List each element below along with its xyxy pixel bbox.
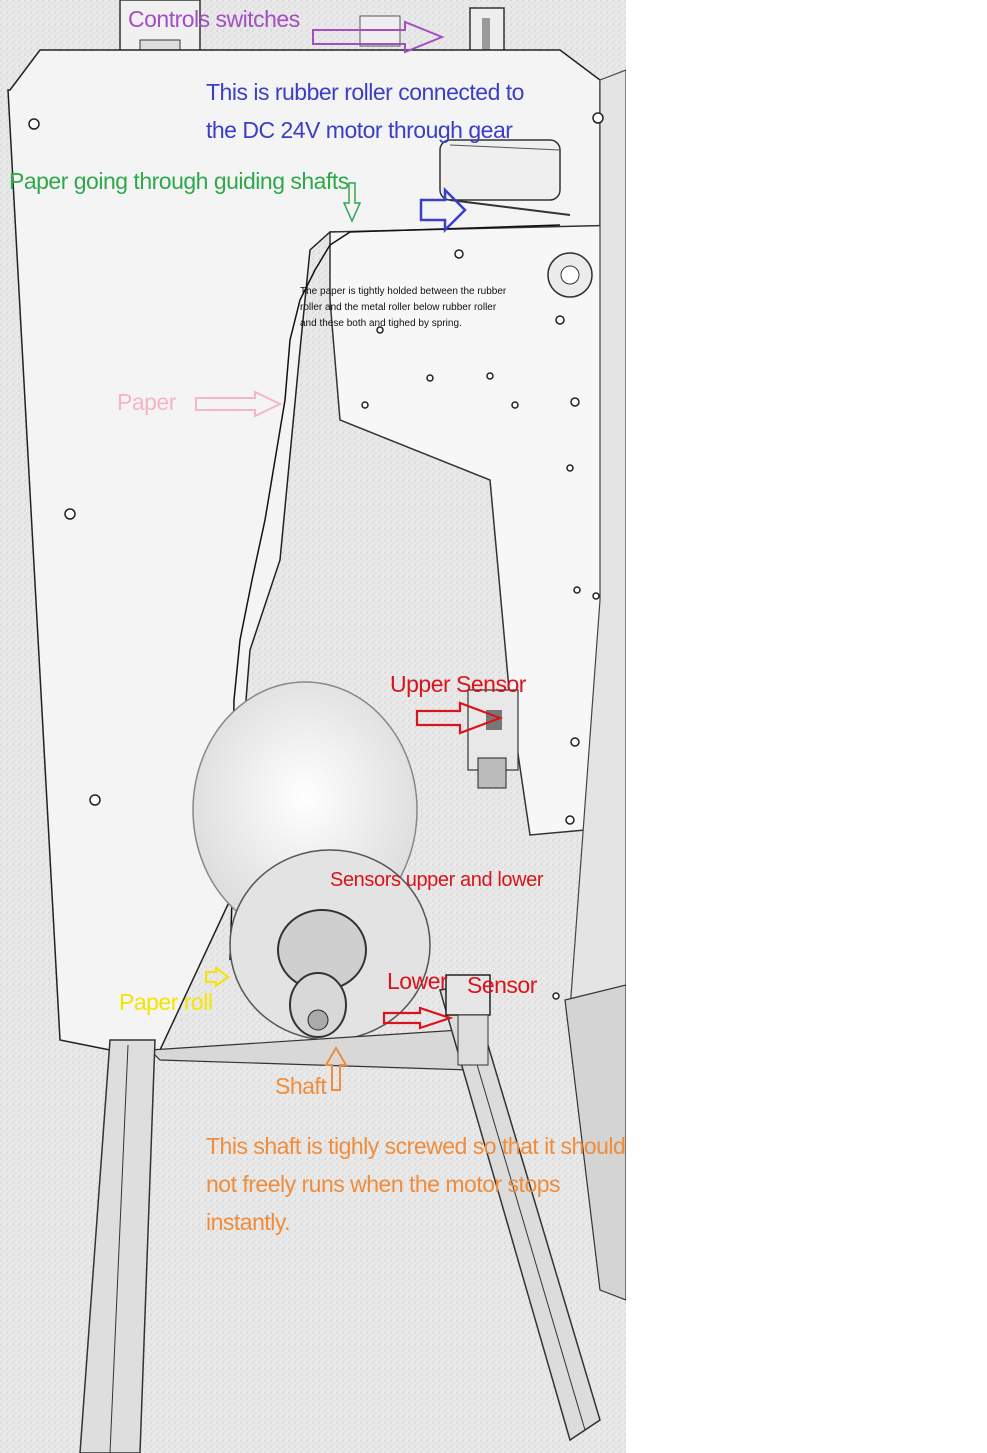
rubber-roller-label-line2: the DC 24V motor through gear: [206, 117, 513, 143]
paper-label: Paper: [117, 389, 176, 415]
shaft-arrow: [324, 1046, 348, 1091]
shaft-note-line1: This shaft is tighly screwed so that it …: [206, 1133, 626, 1159]
paper-roll-label: Paper roll: [119, 989, 213, 1015]
machine-photo: [0, 0, 626, 1453]
controls-switches-label: Controls switches: [128, 6, 300, 32]
sensor-label: Sensor: [467, 972, 537, 998]
controls-arrow: [312, 20, 445, 54]
shaft-label: Shaft: [275, 1073, 327, 1099]
lower-sensor-arrow: [382, 1006, 454, 1030]
rubber-roller-label-line1: This is rubber roller connected to: [206, 79, 524, 105]
guiding-shafts-arrow: [342, 182, 362, 223]
lower-label: Lower: [387, 968, 448, 994]
sensors-upper-lower-label: Sensors upper and lower: [330, 869, 544, 891]
upper-sensor-arrow: [415, 701, 504, 735]
shaft-note-line2: not freely runs when the motor stops: [206, 1171, 561, 1197]
paper-roll-arrow: [205, 966, 230, 988]
paper-guiding-label: Paper going through guiding shafts: [9, 168, 349, 194]
paper-arrow: [195, 390, 283, 418]
rubber-roller-arrow: [419, 186, 467, 234]
shaft-note-line3: instantly.: [206, 1209, 291, 1235]
upper-sensor-label: Upper Sensor: [390, 671, 526, 697]
tight-roller-note: The paper is tightly holded between the …: [300, 286, 507, 329]
